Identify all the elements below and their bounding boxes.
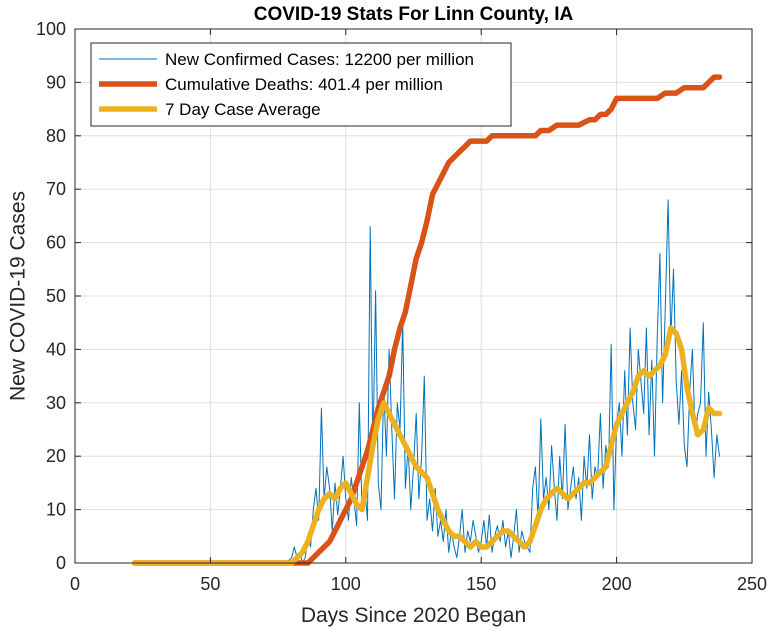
- legend-box: [90, 42, 512, 127]
- x-tick-label: 50: [200, 574, 220, 594]
- y-tick-label: 70: [46, 179, 66, 199]
- y-tick-label: 40: [46, 339, 66, 359]
- y-tick-label: 10: [46, 500, 66, 520]
- x-tick-label: 250: [737, 574, 767, 594]
- chart-title: COVID-19 Stats For Linn County, IA: [254, 4, 574, 25]
- y-tick-label: 50: [46, 286, 66, 306]
- y-axis-label: New COVID-19 Cases: [7, 191, 30, 401]
- y-tick-label: 80: [46, 126, 66, 146]
- series-line-3: [131, 325, 723, 566]
- series-line-2: [131, 74, 723, 566]
- y-tick-label: 0: [56, 553, 66, 573]
- y-tick-label: 90: [46, 72, 66, 92]
- legend-label: 7 Day Case Average: [165, 100, 321, 119]
- x-axis-label: Days Since 2020 Began: [301, 604, 526, 627]
- series-lines: [131, 74, 723, 566]
- y-tick-label: 20: [46, 446, 66, 466]
- x-tick-label: 0: [70, 574, 80, 594]
- y-tick-label: 60: [46, 233, 66, 253]
- x-tick-label: 100: [331, 574, 361, 594]
- y-tick-label: 30: [46, 393, 66, 413]
- x-tick-label: 200: [602, 574, 632, 594]
- y-tick-label: 100: [36, 19, 66, 39]
- legend-label: Cumulative Deaths: 401.4 per million: [165, 75, 443, 94]
- axis-ticks: 0 50 100 150 200 250 0 10 20 30 40 50 60 70 80 90 100: [36, 19, 767, 594]
- legend-label: New Confirmed Cases: 12200 per million: [165, 50, 474, 69]
- legend: New Confirmed Cases: 12200 per million Cu…: [90, 42, 512, 127]
- x-tick-label: 150: [466, 574, 496, 594]
